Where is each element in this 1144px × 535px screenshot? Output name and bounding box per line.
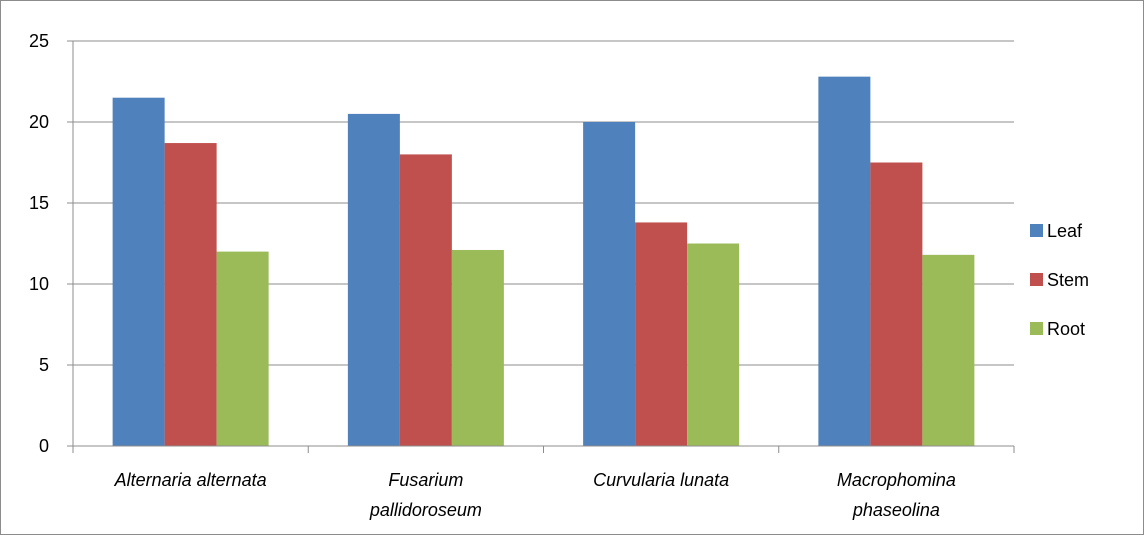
bars — [112, 76, 975, 447]
legend-swatch-leaf — [1030, 224, 1043, 237]
y-tick-label: 20 — [29, 112, 49, 132]
legend-label-stem: Stem — [1047, 270, 1089, 290]
bar-leaf — [818, 76, 871, 446]
legend: Leaf Stem Root — [1030, 221, 1089, 339]
legend-label-leaf: Leaf — [1047, 221, 1083, 241]
y-tick-label: 0 — [39, 436, 49, 456]
bar-leaf — [347, 113, 400, 447]
legend-swatch-root — [1030, 322, 1043, 335]
bar-root — [451, 249, 504, 446]
bar-stem — [399, 154, 452, 446]
y-tick-label: 15 — [29, 193, 49, 213]
legend-swatch-stem — [1030, 273, 1043, 286]
x-category-label: Macrophomina — [837, 470, 956, 490]
axes — [67, 40, 1015, 453]
bar-leaf — [583, 122, 636, 446]
x-category-label: Alternaria alternata — [114, 470, 267, 490]
y-tick-label: 25 — [29, 31, 49, 51]
y-tick-label: 5 — [39, 355, 49, 375]
x-category-label: phaseolina — [852, 500, 940, 520]
y-tick-labels: 0 5 10 15 20 25 — [29, 31, 49, 456]
bar-root — [687, 243, 740, 446]
x-category-label: Fusarium — [388, 470, 463, 490]
bar-stem — [635, 222, 688, 446]
bar-root — [922, 254, 975, 446]
x-category-label: pallidoroseum — [369, 500, 482, 520]
bar-root — [216, 251, 269, 446]
x-category-labels: Alternaria alternata Fusarium pallidoroseu… — [114, 470, 956, 520]
x-category-label: Curvularia lunata — [593, 470, 729, 490]
bar-stem — [870, 162, 923, 446]
y-tick-label: 10 — [29, 274, 49, 294]
bar-stem — [164, 143, 217, 446]
legend-label-root: Root — [1047, 319, 1085, 339]
bar-leaf — [112, 97, 165, 446]
